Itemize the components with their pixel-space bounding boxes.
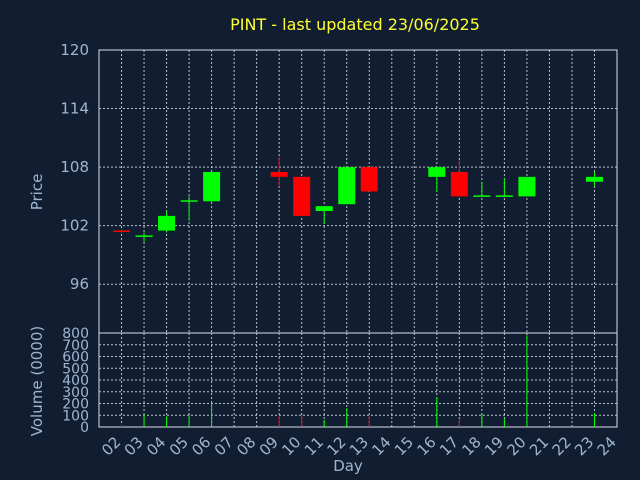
volume-tick-label: 300 [62,385,89,401]
volume-tick-label: 100 [62,408,89,424]
volume-tick-label: 600 [62,350,89,366]
x-tick-label: 24 [594,433,620,459]
x-axis-label: Day [333,457,363,475]
price-tick-label: 108 [60,158,89,176]
candle-body [495,195,513,197]
volume-tick-label: 200 [62,397,89,413]
candles [113,157,603,243]
volume-tick-label: 0 [80,420,89,436]
volume-gridlines [99,332,618,428]
candle-body [270,171,288,177]
price-tick-label: 102 [60,217,89,235]
price-tick-label: 120 [60,41,89,59]
volume-tick-label: 500 [62,361,89,377]
volume-tick-label: 400 [62,373,89,389]
candle-body [518,176,536,197]
volume-tick-label: 700 [62,338,89,354]
candle-body [428,167,446,177]
candle-body [338,167,356,205]
candle-body [473,195,491,197]
candle-body [158,215,176,231]
price-gridlines [99,49,618,333]
candle-body [315,206,333,212]
candle-body [203,171,221,202]
candle-body [360,167,378,192]
chart-title: PINT - last updated 23/06/2025 [230,15,480,34]
x-tick-labels: 0203040506070809101112131415161718192021… [98,433,620,459]
price-axis-label: Price [28,174,46,211]
candle-body [113,230,131,233]
candle-body [293,176,311,216]
candle-body [585,176,603,182]
candle-body [180,200,198,202]
price-panel: 120 114 108 102 96 Price [28,41,618,334]
price-tick-label: 114 [60,100,89,118]
volume-bars [121,335,595,427]
volume-axis-label: Volume (0000) [28,326,46,436]
candle-body [450,171,468,197]
price-panel-frame [98,49,618,334]
price-tick-label: 96 [70,275,89,293]
volume-tick-label: 800 [62,326,89,342]
candle-body [135,235,153,237]
price-tick-labels: 120 114 108 102 96 [60,41,89,293]
